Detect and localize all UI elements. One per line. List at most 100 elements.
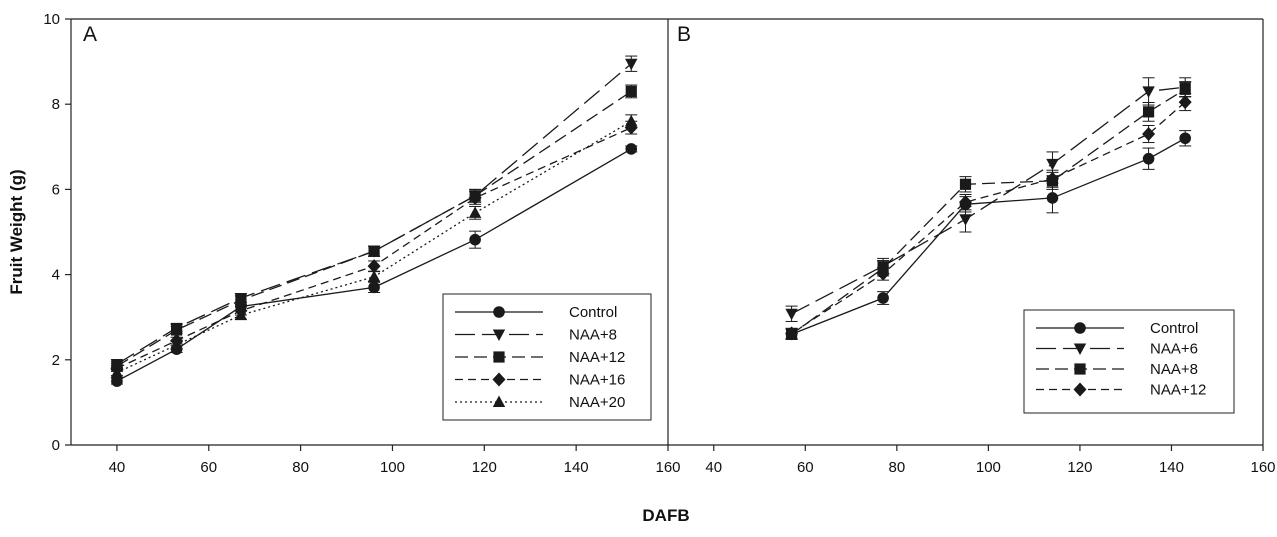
y-tick-label: 10 (43, 11, 60, 28)
panel-b-series-naa-6-point (1142, 86, 1155, 98)
panel-b-x-tick-label: 60 (797, 459, 814, 476)
panel-a-legend-naa-20-label: NAA+20 (569, 394, 625, 411)
panel-a-series-naa-8-line (116, 63, 632, 365)
panel-b-series-naa-8-point (1142, 106, 1155, 118)
panel-a-series (110, 55, 638, 387)
panel-a-series-naa-20-point (367, 270, 381, 282)
x-axis-title: DAFB (642, 506, 689, 525)
panel-a-legend-naa-12-label: NAA+12 (569, 349, 625, 366)
panel-a-series-naa-8-point (625, 58, 638, 71)
panel-b-x-tick-label: 40 (705, 459, 722, 476)
panel-a-legend-naa-8: NAA+8 (455, 327, 617, 344)
panel-b-series-naa-6-point (785, 308, 798, 321)
panel-b-legend: Control NAA+6 NAA+8 NAA+12 (1023, 309, 1235, 414)
panel-a-legend-control-label: Control (569, 304, 617, 321)
panel-b-series-naa-12-point (785, 326, 799, 341)
panel-a-legend-control: Control (455, 304, 617, 321)
y-tick-label: 6 (52, 181, 60, 198)
panel-b-series-naa-12-point (1178, 95, 1192, 110)
panel-b-legend-control-swatch-marker (1074, 322, 1086, 334)
panel-b-series-naa-12-point (1045, 171, 1059, 186)
panel-a-letter: A (83, 23, 97, 46)
panel-a-series-control-line (116, 148, 632, 382)
panel-a-legend-control-swatch-marker (493, 306, 505, 318)
panel-b-x-tick-label: 100 (976, 459, 1001, 476)
y-tick-label: 0 (52, 437, 60, 454)
panel-b-legend-naa-8-label: NAA+8 (1150, 361, 1198, 378)
panel-a-legend-naa-16-label: NAA+16 (569, 372, 625, 389)
panel-a-series-naa-20-point (625, 114, 638, 127)
panel-a-series-naa-12-line (116, 90, 632, 367)
panel-a-legend-naa-8-swatch-marker (492, 329, 506, 341)
panel-b-legend-naa-8-swatch-marker (1074, 363, 1086, 375)
y-axis-title: Fruit Weight (g) (7, 169, 26, 294)
panel-a-series-control-point (469, 233, 481, 246)
y-axis-ticks: 0 2 4 6 8 10 (43, 11, 71, 454)
panel-a-series-naa-20 (110, 114, 638, 378)
panel-b-legend-naa-6-label: NAA+6 (1150, 341, 1198, 358)
panel-b-series-control-line (791, 137, 1186, 335)
panel-a-series-naa-20-point (170, 338, 183, 350)
panel-b-series-naa-12-point (959, 195, 972, 210)
panel-b-x-tick-label: 120 (1067, 459, 1092, 476)
panel-b-legend-box (1023, 309, 1235, 414)
panel-a-series-naa-12-point (171, 324, 183, 336)
panel-b-series (785, 77, 1192, 341)
panel-a-series-control-point (368, 281, 380, 294)
panel-a-legend-naa-16-swatch-marker (492, 372, 506, 387)
panel-b-legend-naa-12-swatch-marker (1073, 382, 1087, 397)
panel-b-x-tick-label: 160 (1250, 459, 1275, 476)
panel-a-series-naa-12-point (235, 294, 247, 306)
panel-a-legend-naa-20-swatch-marker (492, 395, 506, 407)
panel-b-letter: B (677, 23, 691, 46)
panel-b-series-control-point (877, 292, 889, 304)
panel-a-series-naa-20-point (468, 206, 482, 218)
panel-b-legend-naa-8: NAA+8 (1036, 361, 1198, 378)
panel-b-series-naa-12-point (876, 266, 890, 281)
panel-a-x-tick-label: 160 (655, 459, 680, 476)
panel-a-series-naa-16-point (367, 259, 381, 274)
panel-a-x-tick-label: 100 (380, 459, 405, 476)
panel-a-x-tick-label: 60 (200, 459, 217, 476)
panel-a-x-tick-label: 80 (292, 459, 309, 476)
panel-b-legend-naa-6-swatch-marker (1073, 343, 1087, 355)
panel-b-series-naa-12 (785, 93, 1192, 341)
panel-b-x-tick-label: 140 (1159, 459, 1184, 476)
panel-a-series-naa-20-point (234, 308, 248, 321)
panel-a-legend-naa-8-label: NAA+8 (569, 327, 617, 344)
panel-a-series-naa-20-point (110, 366, 124, 378)
panel-a-legend-naa-20: NAA+20 (455, 394, 625, 411)
panel-a-x-tick-label: 140 (564, 459, 589, 476)
panel-a: A 40 60 80 100 120 140 160 Control NAA+8 NAA+12 N… (83, 23, 681, 476)
panel-b-series-naa-8-point (959, 178, 972, 190)
y-tick-label: 2 (52, 352, 60, 369)
panel-b-legend-naa-12-label: NAA+12 (1150, 382, 1206, 399)
panel-a-series-naa-16-point (468, 190, 482, 205)
panel-b-series-naa-6-line (791, 86, 1186, 315)
panel-a-legend-naa-12-swatch-marker (493, 351, 505, 363)
panel-a-legend: Control NAA+8 NAA+12 NAA+16 NAA+20 (442, 293, 652, 421)
panel-b-series-naa-8-line (791, 88, 1186, 335)
panel-a-series-control-point (625, 143, 638, 155)
panel-a-legend-naa-12: NAA+12 (455, 349, 625, 366)
panel-b-x-ticks: 40 60 80 100 120 140 160 (705, 445, 1276, 476)
y-tick-label: 4 (52, 267, 60, 284)
panel-b-legend-naa-6: NAA+6 (1036, 341, 1198, 358)
panel-a-x-ticks: 40 60 80 100 120 140 160 (109, 445, 681, 476)
panel-b-legend-naa-12: NAA+12 (1036, 382, 1206, 399)
panel-b-series-naa-6-point (1046, 158, 1059, 171)
panel-b: B 40 60 80 100 120 140 160 Control NAA+6 NAA+8 NA… (677, 23, 1276, 476)
panel-a-series-naa-12-point (625, 85, 637, 98)
panel-b-series-naa-12-line (791, 101, 1186, 334)
plot-frame (70, 18, 1264, 446)
panel-a-series-naa-12-point (368, 245, 380, 257)
panel-b-legend-control: Control (1036, 320, 1198, 337)
panel-b-legend-control-label: Control (1150, 320, 1198, 337)
panel-a-x-tick-label: 120 (472, 459, 497, 476)
panel-b-x-tick-label: 80 (889, 459, 906, 476)
panel-a-series-naa-16-line (116, 127, 632, 369)
panel-a-series-control-point (111, 375, 123, 387)
panel-b-series-control-point (1142, 152, 1155, 165)
panel-b-series-control-point (1179, 132, 1191, 145)
